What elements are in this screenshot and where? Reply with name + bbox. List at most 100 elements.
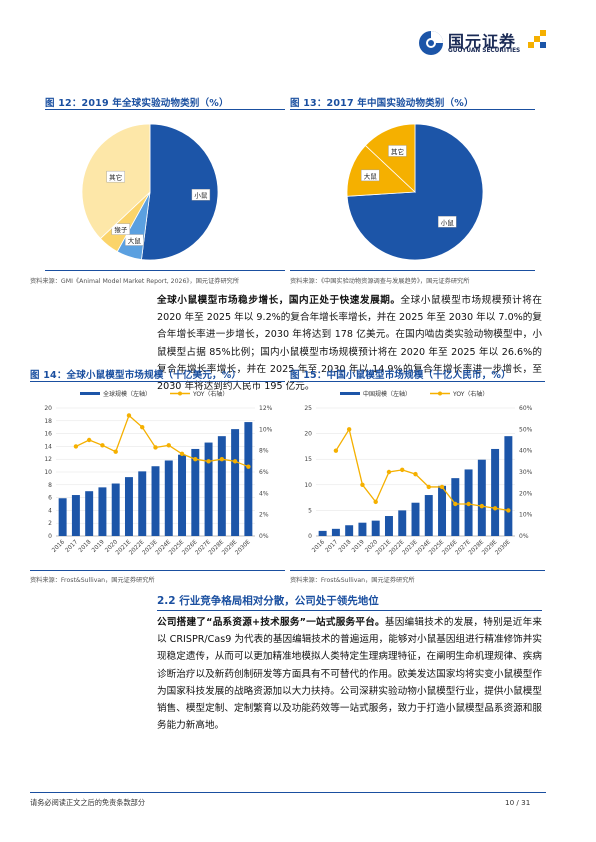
x-tick: 2017 — [325, 539, 340, 554]
y-tick-right: 4% — [259, 490, 269, 497]
bar-2025E — [178, 454, 187, 536]
logo-steps-icon — [528, 30, 546, 48]
bar-2026E — [451, 478, 460, 536]
pie-label-3: 其它 — [106, 170, 125, 183]
y-tick-right: 6% — [259, 469, 269, 476]
svg-text:大鼠: 大鼠 — [128, 236, 142, 245]
fig13-rule — [290, 109, 535, 110]
paragraph-market-growth-lead: 全球小鼠模型市场稳步增长，国内正处于快速发展期。 — [157, 295, 401, 306]
section-rule — [157, 610, 542, 611]
bar-2028E — [217, 436, 226, 536]
bar-2024E — [424, 495, 433, 536]
pie-slice-2 — [364, 123, 416, 193]
yoy-point — [86, 437, 92, 443]
svg-text:全球规模（左轴）: 全球规模（左轴） — [103, 390, 151, 398]
svg-text:其它: 其它 — [391, 147, 404, 156]
yoy-point — [153, 445, 158, 450]
fig15-rule — [290, 381, 545, 382]
yoy-point — [426, 484, 431, 490]
svg-text:小鼠: 小鼠 — [441, 218, 455, 227]
bar-2020 — [371, 520, 380, 536]
yoy-point — [179, 451, 185, 457]
x-tick: 2016 — [311, 539, 326, 554]
x-tick: 2016 — [51, 539, 66, 554]
fig15-source: 资料来源：Frost&Sullivan，国元证券研究所 — [290, 577, 415, 584]
y-tick-right: 50% — [519, 426, 533, 433]
y-tick-left: 12 — [44, 456, 52, 463]
bar-2030E — [504, 436, 513, 536]
fig12-bottom-rule — [45, 270, 285, 271]
y-tick-left: 5 — [308, 507, 312, 514]
bar-2018 — [85, 491, 94, 536]
section-title: 2.2 行业竞争格局相对分散，公司处于领先地位 — [157, 595, 379, 607]
logo-mark-icon — [419, 31, 443, 55]
x-tick: 2030E — [235, 539, 253, 557]
pie-label-2: 其它 — [388, 145, 407, 157]
yoy-point — [219, 457, 225, 462]
bar-2019 — [358, 522, 367, 536]
paragraph-platform: 公司搭建了“品系资源+技术服务”一站式服务平台。基因编辑技术的发展，特别是近年来… — [157, 614, 542, 734]
svg-text:其它: 其它 — [109, 173, 122, 182]
y-tick-left: 25 — [304, 405, 312, 412]
yoy-point — [400, 467, 405, 473]
chart-legend: 全球规模（左轴） YOY（右轴） — [80, 390, 228, 398]
x-tick: 2019 — [351, 539, 366, 554]
fig15-title: 图 15：中国小鼠模型市场规模（十亿人民币，%） — [290, 370, 511, 381]
bar-2027E — [204, 442, 213, 536]
y-tick-left: 15 — [304, 456, 312, 463]
y-tick-left: 8 — [48, 482, 52, 489]
y-tick-right: 10% — [259, 426, 273, 433]
bar-2029E — [231, 429, 240, 536]
y-tick-left: 20 — [44, 405, 52, 412]
bar-2021E — [384, 516, 393, 536]
yoy-line — [75, 414, 249, 468]
fig14-source: 资料来源：Frost&Sullivan，国元证券研究所 — [30, 577, 155, 584]
bar-2025E — [438, 485, 447, 536]
fig14-rule — [30, 381, 285, 382]
pie-label-1: 大鼠 — [125, 234, 144, 246]
y-tick-left: 10 — [304, 482, 312, 489]
y-tick-left: 4 — [48, 507, 52, 514]
logo-en: GUOYUAN SECURITIES — [448, 48, 521, 54]
svg-text:小鼠: 小鼠 — [194, 191, 208, 200]
bar-2016 — [58, 498, 67, 536]
pie-label-0: 小鼠 — [438, 216, 457, 228]
bar-2017 — [331, 528, 340, 536]
logo-cn: 国元证券 — [448, 32, 517, 51]
fig14-title: 图 14：全球小鼠模型市场规模（十亿美元，%） — [30, 370, 242, 381]
yoy-point — [166, 443, 171, 448]
x-tick: 2017 — [65, 539, 80, 554]
chart-legend: 中国规模（左轴） YOY（右轴） — [340, 390, 488, 398]
paragraph-platform-lead: 公司搭建了“品系资源+技术服务”一站式服务平台。 — [157, 617, 385, 628]
y-tick-right: 60% — [519, 405, 533, 412]
y-tick-right: 30% — [519, 469, 533, 476]
y-tick-left: 16 — [44, 431, 52, 438]
svg-text:YOY（右轴）: YOY（右轴） — [452, 390, 488, 398]
fig13-title: 图 13：2017 年中国实验动物类别（%） — [290, 98, 474, 109]
bar-2024E — [164, 460, 173, 536]
yoy-point — [140, 425, 145, 430]
fig13-source: 资料来源：《中国实验动物资源调查与发展趋势》，国元证券研究所 — [290, 278, 470, 285]
svg-text:中国规模（左轴）: 中国规模（左轴） — [363, 390, 411, 398]
yoy-point — [360, 482, 365, 487]
pie-slice-1 — [346, 144, 416, 197]
y-tick-left: 0 — [308, 533, 312, 540]
fig14-combo-chart: 全球规模（左轴） YOY（右轴） 0 2 4 6 8 10 12 14 16 18 20 0% 2% 4% 6%… — [44, 390, 273, 557]
yoy-point — [466, 501, 471, 507]
y-tick-right: 12% — [259, 405, 273, 412]
y-tick-left: 10 — [44, 469, 52, 476]
y-tick-left: 20 — [304, 431, 312, 438]
bar-2018 — [345, 525, 354, 536]
pie-label-1: 大鼠 — [361, 169, 380, 182]
yoy-point — [232, 459, 238, 464]
pie-slice-0 — [141, 123, 219, 261]
fig14-bottom-rule — [30, 570, 285, 571]
bar-2026E — [191, 448, 200, 536]
svg-text:YOY（右轴）: YOY（右轴） — [192, 390, 228, 398]
paragraph-platform-body: 基因编辑技术的发展，特别是近年来以 CRISPR/Cas9 为代表的基因编辑技术… — [157, 617, 542, 732]
yoy-point — [479, 503, 485, 509]
fig12-rule — [45, 109, 285, 110]
yoy-point — [206, 459, 211, 464]
y-tick-left: 6 — [48, 495, 52, 502]
